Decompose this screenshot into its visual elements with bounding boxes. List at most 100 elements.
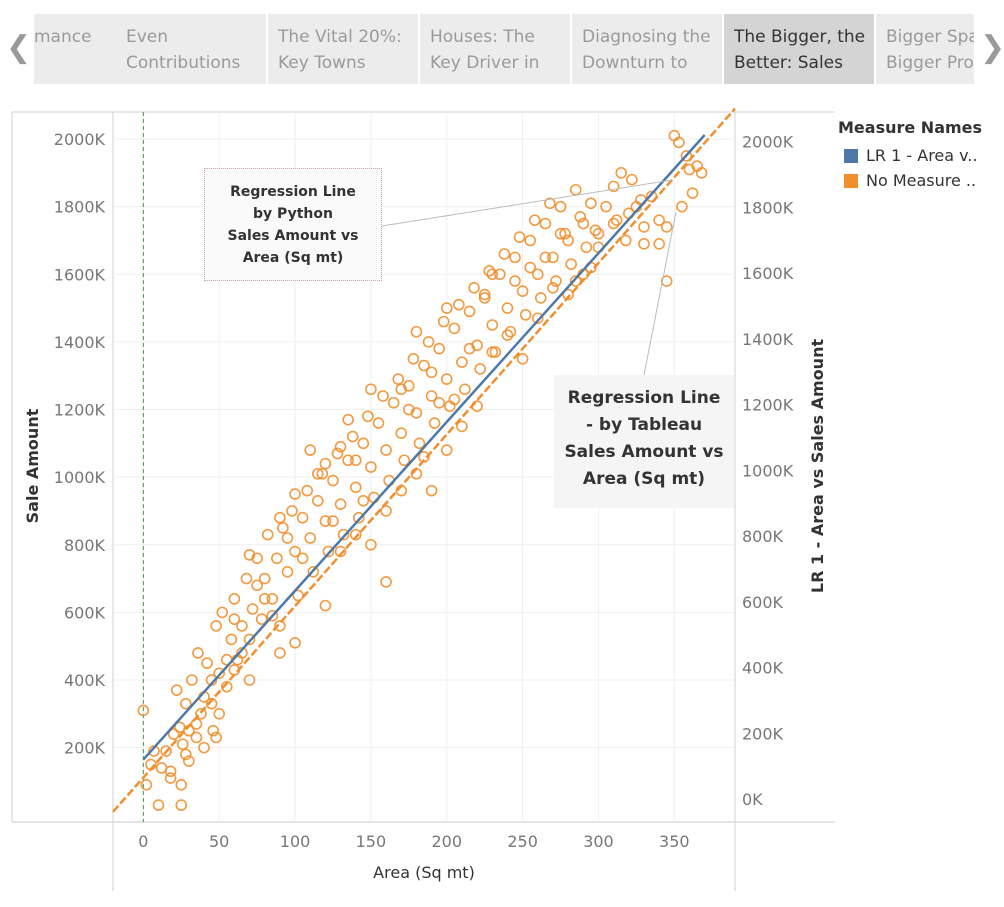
scatter-point bbox=[539, 217, 552, 230]
annotation-line: Regression Line bbox=[230, 184, 356, 200]
x-tick-label: 300 bbox=[583, 832, 614, 851]
scatter-point bbox=[180, 748, 192, 761]
scatter-point bbox=[585, 197, 597, 210]
scatter-point bbox=[686, 187, 699, 199]
scatter-point bbox=[349, 528, 362, 541]
scatter-point bbox=[195, 708, 207, 720]
legend-item-points[interactable]: No Measure .. bbox=[838, 168, 1004, 193]
scatter-point bbox=[468, 282, 480, 294]
story-tab-3[interactable]: The Vital 20%: Key Towns bbox=[268, 14, 418, 84]
scatter-point bbox=[486, 319, 499, 331]
legend-title: Measure Names bbox=[838, 118, 983, 137]
y-tick-label: 1200K bbox=[54, 401, 106, 420]
scatter-point bbox=[192, 647, 204, 659]
scatter-point bbox=[428, 417, 441, 429]
scatter-point bbox=[152, 799, 165, 811]
tableau-trend-line bbox=[112, 107, 736, 813]
scatter-point bbox=[547, 251, 559, 264]
y2-tick-label: 0K bbox=[742, 790, 763, 809]
story-tab-6[interactable]: The Bigger, the Better: Sales bbox=[724, 14, 874, 84]
scatter-point bbox=[535, 292, 547, 304]
y2-tick-label: 1800K bbox=[742, 198, 794, 217]
scatter-point bbox=[554, 227, 567, 240]
scatter-point bbox=[380, 505, 392, 517]
y2-tick-label: 1000K bbox=[742, 461, 794, 480]
scatter-point bbox=[319, 515, 332, 527]
scatter-point bbox=[680, 150, 693, 162]
scatter-point bbox=[289, 488, 301, 500]
scatter-point bbox=[266, 593, 279, 605]
scatter-point bbox=[509, 275, 521, 287]
scatter-point bbox=[251, 579, 263, 592]
y-tick-label: 1800K bbox=[54, 198, 106, 217]
story-tab-5[interactable]: Diagnosing the Downturn to bbox=[572, 14, 722, 84]
scatter-point bbox=[281, 566, 294, 578]
story-tab-bar: ❮ mance Even Contributions The Vital 20%:… bbox=[0, 0, 1004, 96]
scatter-point bbox=[228, 613, 241, 625]
scatter-point bbox=[433, 342, 445, 355]
x-tick-label: 50 bbox=[209, 832, 229, 851]
x-tick-label: 0 bbox=[138, 832, 148, 851]
scatter-point bbox=[186, 674, 198, 686]
story-tab-4[interactable]: Houses: The Key Driver in bbox=[420, 14, 570, 84]
story-tab-2[interactable]: Even Contributions bbox=[116, 14, 266, 84]
x-tick-label: 250 bbox=[507, 832, 538, 851]
scatter-point bbox=[210, 620, 222, 632]
scatter-point bbox=[660, 221, 673, 233]
story-tab-7[interactable]: Bigger Spa Bigger Pro bbox=[876, 14, 974, 84]
scatter-point bbox=[167, 728, 180, 740]
scatter-point bbox=[547, 282, 559, 294]
legend-label: LR 1 - Area v.. bbox=[866, 146, 978, 165]
scatter-point bbox=[331, 447, 344, 460]
scatter-point bbox=[307, 566, 320, 578]
scatter-point bbox=[365, 461, 377, 473]
scatter-point bbox=[213, 708, 225, 720]
scatter-point bbox=[673, 136, 685, 149]
y-tick-label: 2000K bbox=[54, 130, 106, 149]
tab-line1: Diagnosing the bbox=[582, 27, 711, 47]
scatter-point bbox=[653, 238, 665, 250]
y-tick-label: 800K bbox=[64, 536, 106, 555]
y-tick-label: 1600K bbox=[54, 265, 106, 284]
y2-tick-label: 400K bbox=[742, 659, 784, 678]
scatter-point bbox=[463, 305, 476, 318]
scatter-point bbox=[289, 545, 301, 558]
scatter-point bbox=[201, 657, 213, 669]
scatter-point bbox=[676, 200, 688, 213]
scatter-point bbox=[327, 515, 339, 527]
scatter-point bbox=[437, 315, 450, 328]
scatter-point bbox=[357, 495, 370, 507]
scatter-point bbox=[312, 467, 324, 480]
scatter-point bbox=[440, 373, 453, 385]
chevron-right-icon[interactable]: ❯ bbox=[980, 30, 1004, 65]
scatter-point bbox=[387, 396, 400, 409]
scatter-point bbox=[377, 390, 389, 402]
scatter-point bbox=[258, 593, 271, 605]
scatter-point bbox=[228, 593, 241, 605]
scatter-point bbox=[261, 528, 274, 541]
scatter-point bbox=[626, 173, 638, 186]
scatter-point bbox=[483, 265, 496, 277]
scatter-point bbox=[569, 275, 582, 287]
scatter-point bbox=[660, 275, 673, 287]
scatter-point bbox=[352, 511, 365, 524]
legend-item-regression[interactable]: LR 1 - Area v.. bbox=[838, 143, 1004, 168]
scatter-point bbox=[277, 522, 289, 534]
scatter-point bbox=[274, 511, 286, 524]
scatter-point bbox=[349, 454, 362, 467]
scatter-point bbox=[207, 724, 219, 737]
scatter-point bbox=[225, 633, 238, 646]
scatter-point bbox=[380, 444, 392, 456]
scatter-point bbox=[349, 481, 362, 494]
scatter-point bbox=[407, 353, 420, 365]
scatter-point bbox=[176, 738, 189, 751]
scatter-point bbox=[516, 353, 529, 365]
scatter-point bbox=[509, 251, 521, 264]
chevron-left-icon[interactable]: ❮ bbox=[6, 30, 32, 65]
scatter-point bbox=[456, 420, 468, 433]
scatter-point bbox=[296, 511, 309, 524]
scatter-point bbox=[440, 444, 453, 456]
scatter-point bbox=[577, 217, 590, 230]
scatter-point bbox=[580, 241, 593, 254]
x-axis-title: Area (Sq mt) bbox=[373, 863, 475, 882]
